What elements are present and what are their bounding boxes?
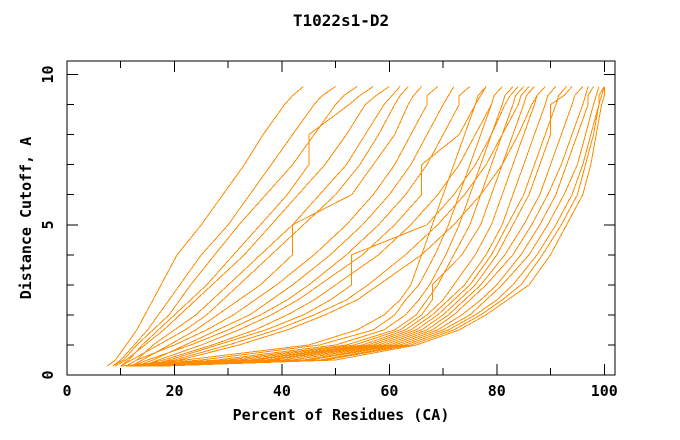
gdt-curve xyxy=(147,86,519,367)
gdt-curve xyxy=(142,86,589,367)
x-tick-label: 80 xyxy=(488,382,506,400)
gdt-curve xyxy=(120,86,487,367)
gdt-curve xyxy=(163,86,605,367)
gdt-curve xyxy=(152,86,584,367)
gdt-curve xyxy=(160,86,605,367)
gdt-curve xyxy=(152,86,546,367)
gdt-curve xyxy=(125,86,401,367)
gdt-curve xyxy=(142,86,530,367)
gdt-curve xyxy=(131,86,514,367)
chart-title: T1022s1-D2 xyxy=(292,11,390,30)
gdt-curve xyxy=(131,86,471,367)
x-tick-label: 0 xyxy=(62,382,71,400)
gdt-curve xyxy=(112,86,336,367)
gdt-curve xyxy=(152,86,605,367)
gdt-curve xyxy=(136,86,455,367)
curves-group xyxy=(107,86,605,367)
x-tick-label: 20 xyxy=(165,382,183,400)
gdt-curve xyxy=(158,86,594,367)
gdt-curve xyxy=(142,86,487,367)
y-axis-title: Distance Cutoff, A xyxy=(17,136,35,300)
gdt-curve xyxy=(147,86,600,367)
gdt-curve xyxy=(107,86,304,367)
y-tick-label: 10 xyxy=(39,65,57,83)
gdt-curve xyxy=(128,86,535,367)
gdt-curve xyxy=(136,86,525,367)
gdt-curve xyxy=(134,86,557,367)
gdt-curve xyxy=(131,86,422,367)
y-tick-label: 5 xyxy=(39,220,57,229)
gdt-curve xyxy=(126,86,503,367)
x-tick-label: 40 xyxy=(273,382,291,400)
gdt-curve xyxy=(125,86,439,367)
x-tick-label: 100 xyxy=(591,382,618,400)
gdt-curve xyxy=(112,86,358,367)
gdt-curve xyxy=(136,86,573,367)
gdt-curve xyxy=(147,86,567,367)
gdt-curve xyxy=(136,86,503,367)
x-axis-title: Percent of Residues (CA) xyxy=(232,406,450,424)
plot-frame xyxy=(66,60,616,376)
gdt-curve xyxy=(142,86,546,367)
gdt-curve xyxy=(120,86,409,367)
x-tick-label: 60 xyxy=(380,382,398,400)
gdt-curve xyxy=(120,86,374,367)
y-tick-label: 0 xyxy=(39,370,57,379)
gdt-curve xyxy=(115,86,390,367)
